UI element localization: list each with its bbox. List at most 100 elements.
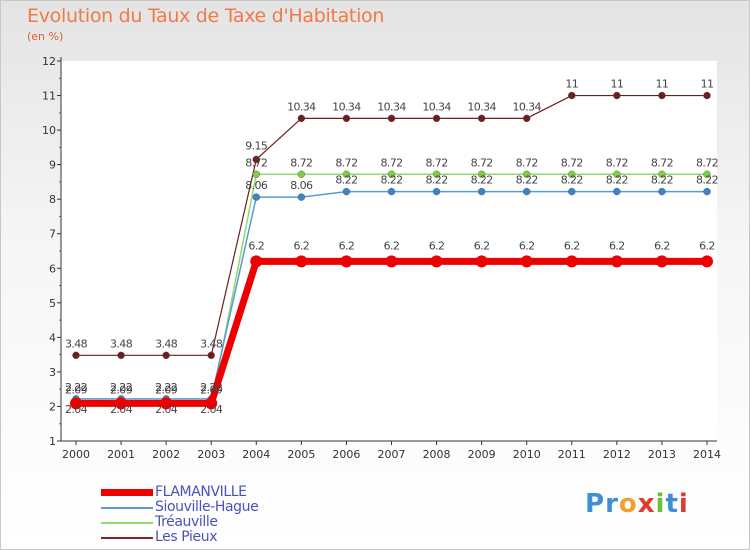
data-point-siouville-hague xyxy=(613,187,621,196)
data-label-tr-auville: 8.72 xyxy=(606,156,628,169)
logo-letter: P xyxy=(585,489,606,519)
data-point-flamanville xyxy=(205,397,218,410)
data-label-les-pieux: 3.48 xyxy=(65,337,88,350)
data-label-les-pieux: 11 xyxy=(656,78,669,91)
data-point-siouville-hague xyxy=(252,193,260,201)
data-label-les-pieux: 11 xyxy=(565,78,578,91)
x-tick-label: 2008 xyxy=(423,448,451,461)
data-label-siouville-hague: 2.22 xyxy=(155,381,177,394)
data-label-siouville-hague: 8.22 xyxy=(471,174,493,187)
data-label-les-pieux: 10.34 xyxy=(422,100,451,113)
logo-letter: t xyxy=(665,489,679,519)
data-label-tr-auville: 8.72 xyxy=(651,156,673,169)
data-point-flamanville xyxy=(295,255,308,268)
x-tick-label: 2004 xyxy=(242,448,270,461)
y-tick-label: 12 xyxy=(42,55,56,68)
data-label-les-pieux: 9.15 xyxy=(245,139,268,152)
data-point-les-pieux xyxy=(252,155,260,164)
data-label-tr-auville: 2.04 xyxy=(110,403,133,416)
data-label-siouville-hague: 8.22 xyxy=(651,174,673,187)
data-point-les-pieux xyxy=(523,114,531,123)
y-tick-label: 7 xyxy=(49,228,56,241)
legend-label: Tréauville xyxy=(155,514,218,530)
data-point-siouville-hague xyxy=(432,187,441,196)
x-tick-label: 2011 xyxy=(558,448,586,461)
y-tick-label: 9 xyxy=(49,159,56,172)
data-point-siouville-hague xyxy=(568,187,576,196)
x-tick-label: 2000 xyxy=(62,448,90,461)
data-point-tr-auville xyxy=(297,170,306,179)
x-tick-label: 2005 xyxy=(287,448,315,461)
data-point-flamanville xyxy=(70,397,82,410)
data-label-siouville-hague: 8.22 xyxy=(606,174,628,187)
x-tick-label: 2012 xyxy=(603,448,631,461)
data-label-flamanville: 2.09 xyxy=(110,383,133,396)
x-tick-label: 2003 xyxy=(197,448,225,461)
legend-label: Siouville-Hague xyxy=(155,499,259,515)
data-point-flamanville xyxy=(115,397,128,410)
logo-letter: r xyxy=(605,489,619,519)
data-point-les-pieux xyxy=(297,114,306,123)
logo-letter: i xyxy=(655,489,666,519)
y-tick-label: 5 xyxy=(49,297,56,310)
data-label-les-pieux: 3.48 xyxy=(110,337,133,350)
legend-swatch-siouville-hague xyxy=(101,507,153,509)
data-point-tr-auville xyxy=(703,170,711,179)
data-label-tr-auville: 8.72 xyxy=(696,156,718,169)
y-tick-label: 2 xyxy=(49,400,56,413)
data-label-les-pieux: 10.34 xyxy=(377,100,406,113)
data-label-flamanville: 2.09 xyxy=(65,383,88,396)
data-label-siouville-hague: 8.22 xyxy=(516,174,538,187)
data-label-flamanville: 6.2 xyxy=(519,239,535,252)
data-label-tr-auville: 2.04 xyxy=(155,403,178,416)
data-label-les-pieux: 10.34 xyxy=(332,100,361,113)
x-tick-label: 2010 xyxy=(513,448,541,461)
data-label-les-pieux: 3.48 xyxy=(200,337,223,350)
legend-label: Les Pieux xyxy=(155,529,218,545)
data-label-flamanville: 6.2 xyxy=(699,239,715,252)
data-label-siouville-hague: 2.22 xyxy=(110,381,132,394)
x-tick-label: 2013 xyxy=(648,448,676,461)
data-label-flamanville: 6.2 xyxy=(384,239,400,252)
data-point-tr-auville xyxy=(387,170,396,179)
y-tick-label: 1 xyxy=(49,435,56,448)
data-point-flamanville xyxy=(520,255,533,268)
data-label-tr-auville: 8.72 xyxy=(516,156,538,169)
x-tick-label: 2007 xyxy=(378,448,406,461)
x-tick-label: 2009 xyxy=(468,448,496,461)
data-point-flamanville xyxy=(610,255,623,268)
plot-area xyxy=(61,61,717,441)
data-label-les-pieux: 10.34 xyxy=(467,100,496,113)
x-tick-label: 2002 xyxy=(152,448,180,461)
data-point-siouville-hague xyxy=(477,187,486,196)
data-point-les-pieux xyxy=(117,351,125,360)
data-point-flamanville xyxy=(160,397,173,410)
data-label-flamanville: 6.2 xyxy=(248,239,264,252)
data-point-siouville-hague xyxy=(387,187,396,196)
data-point-siouville-hague xyxy=(523,187,531,196)
x-tick-label: 2001 xyxy=(107,448,135,461)
data-point-tr-auville xyxy=(342,170,351,179)
data-point-tr-auville xyxy=(477,170,486,179)
proxiti-logo: Proxiti xyxy=(585,489,689,519)
data-label-flamanville: 6.2 xyxy=(339,239,355,252)
data-point-les-pieux xyxy=(613,91,621,100)
data-label-flamanville: 2.09 xyxy=(155,383,178,396)
data-label-tr-auville: 8.72 xyxy=(380,156,402,169)
data-point-flamanville xyxy=(565,255,578,268)
data-label-tr-auville: 8.72 xyxy=(290,156,312,169)
x-tick-label: 2014 xyxy=(693,448,721,461)
data-label-tr-auville: 8.72 xyxy=(426,156,448,169)
data-point-flamanville xyxy=(475,255,488,268)
data-label-tr-auville: 8.72 xyxy=(561,156,583,169)
data-point-flamanville xyxy=(250,255,263,268)
data-point-les-pieux xyxy=(432,114,441,123)
data-point-les-pieux xyxy=(703,91,711,100)
data-label-les-pieux: 3.48 xyxy=(155,337,178,350)
data-label-siouville-hague: 2.22 xyxy=(65,381,87,394)
data-point-siouville-hague xyxy=(703,187,711,196)
y-tick-label: 4 xyxy=(49,331,56,344)
data-point-flamanville xyxy=(340,255,353,268)
legend-swatch-flamanville xyxy=(101,489,153,496)
